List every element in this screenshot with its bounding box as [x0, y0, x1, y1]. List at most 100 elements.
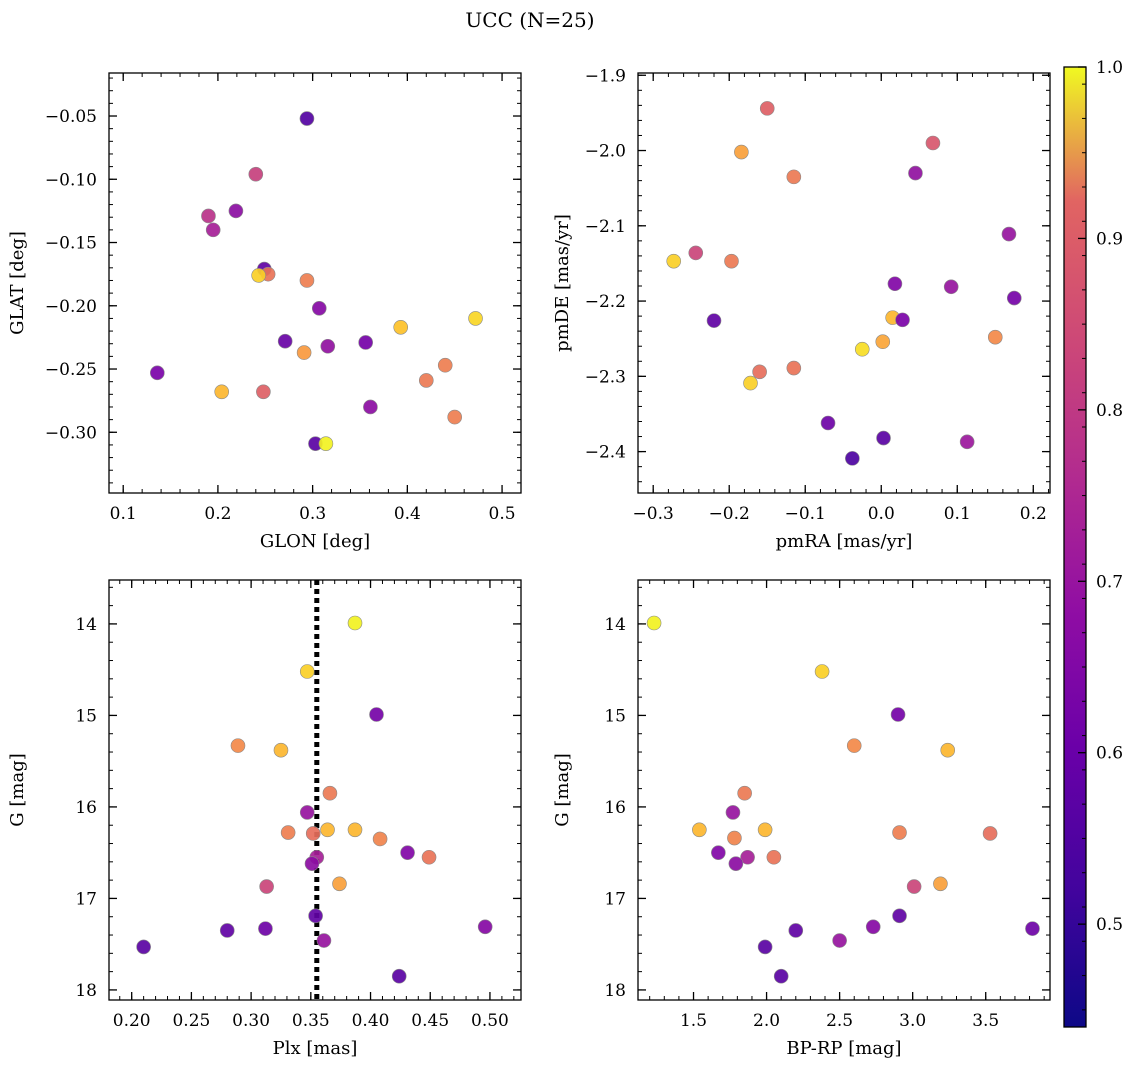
x-tick-label: 3.5 [972, 1011, 999, 1031]
scatter-point [251, 268, 266, 283]
scatter-point [959, 434, 975, 450]
scatter-point [205, 222, 221, 238]
x-axis-label: GLON [deg] [260, 531, 370, 552]
x-tick-label: −0.1 [785, 504, 826, 524]
scatter-point [786, 169, 802, 185]
scatter-point [320, 822, 335, 838]
panel-pmde-vs-pmra: −0.3 −0.2 −0.1 0.0 0.1 0.2 −2.4 −2.3 −2.2 −2.1 −2.… [552, 66, 1051, 552]
colorbar: 0.5 0.6 0.7 0.8 0.9 1.0 [1063, 58, 1123, 1028]
scatter-point [305, 826, 321, 841]
scatter-point [892, 908, 907, 924]
colorbar-tick-label: 0.8 [1096, 401, 1123, 421]
scatter-point [876, 430, 891, 446]
x-tick-label: 1.5 [680, 1011, 707, 1031]
scatter-point [219, 923, 235, 938]
colorbar-tick-label: 0.7 [1096, 572, 1123, 592]
scatter-point [256, 384, 271, 400]
scatter-point [228, 203, 244, 219]
colorbar-tick-label: 0.5 [1096, 915, 1123, 935]
x-tick-label: 0.2 [1020, 504, 1047, 524]
scatter-point [706, 313, 722, 328]
scatter-point [372, 831, 388, 847]
y-tick-label: 18 [75, 981, 97, 1001]
scatter-point [943, 279, 959, 295]
scatter-point [277, 333, 293, 349]
scatter-point [887, 276, 903, 292]
panel-g-vs-plx: 0.20 0.25 0.30 0.35 0.40 0.45 0.50 14 15 16 17 18 Pl… [7, 579, 522, 1059]
scatter-point [358, 335, 373, 350]
scatter-point [728, 856, 744, 871]
y-tick-label: −0.30 [45, 423, 97, 443]
y-tick-label: 17 [604, 889, 626, 909]
scatter-point [724, 253, 739, 269]
x-tick-label: 3.0 [899, 1011, 926, 1031]
axes-frame [637, 579, 1051, 1001]
scatter-point [752, 364, 767, 380]
x-tick-label: 2.5 [826, 1011, 853, 1031]
x-axis-label: pmRA [mas/yr] [776, 531, 913, 552]
scatter-point [925, 135, 941, 151]
scatter-point [363, 399, 378, 415]
y-tick-label: −0.10 [45, 170, 97, 190]
scatter-point [759, 101, 775, 116]
scatter-point [740, 849, 755, 865]
scatter-point [259, 879, 274, 894]
x-tick-label: 0.5 [489, 504, 516, 524]
plot-area [646, 615, 1040, 984]
scatter-point [692, 822, 707, 838]
y-tick-label: 18 [604, 981, 626, 1001]
scatter-point [347, 822, 363, 838]
scatter-point [273, 742, 289, 758]
panels: 0.1 0.2 0.3 0.4 0.5−0.30−0.25−0.20−0.15−0.10… [7, 66, 1051, 1059]
figure-title: UCC (N=25) [465, 8, 594, 32]
scatter-point [646, 615, 662, 631]
scatter-point [304, 856, 320, 871]
y-axis-label: GLAT [deg] [7, 231, 28, 335]
scatter-point [299, 111, 315, 126]
scatter-point [322, 785, 338, 801]
scatter-point [757, 939, 773, 955]
scatter-point [875, 334, 891, 350]
scatter-point [280, 825, 296, 840]
scatter-point [477, 919, 493, 935]
x-tick-label: 0.0 [868, 504, 895, 524]
scatter-point [369, 707, 384, 722]
axes-frame [108, 72, 522, 494]
scatter-point [299, 805, 315, 820]
scatter-point [1006, 290, 1022, 306]
x-tick-label: −0.2 [709, 504, 750, 524]
scatter-point [136, 939, 151, 955]
scatter-point [248, 166, 264, 182]
scatter-point [318, 436, 334, 451]
scatter-point [727, 830, 742, 846]
y-tick-label: −0.20 [45, 297, 97, 317]
scatter-point [987, 329, 1003, 345]
colorbar-tick-label: 0.6 [1096, 744, 1123, 764]
y-tick-label: 17 [75, 889, 97, 909]
scatter-point [308, 908, 323, 924]
y-tick-label: −2.4 [585, 443, 626, 463]
scatter-point [895, 312, 910, 328]
colorbar-tick-label: 0.9 [1096, 229, 1123, 249]
x-tick-label: 0.35 [292, 1011, 330, 1031]
scatter-point [214, 384, 230, 400]
scatter-point [230, 738, 246, 753]
y-tick-label: −2.1 [585, 217, 626, 237]
scatter-point [725, 805, 741, 820]
scatter-point [743, 375, 758, 391]
scatter-point [832, 933, 847, 948]
scatter-point [933, 876, 948, 892]
scatter-point [320, 338, 336, 354]
scatter-point [447, 409, 463, 425]
scatter-point [316, 933, 332, 948]
scatter-point [890, 707, 906, 722]
y-tick-label: 14 [604, 615, 626, 635]
scatter-point [786, 360, 802, 376]
y-tick-label: 15 [75, 706, 97, 726]
scatter-point [820, 415, 836, 431]
colorbar-gradient [1063, 66, 1087, 1028]
scatter-point [421, 849, 437, 865]
y-axis-label: pmDE [mas/yr] [552, 214, 573, 352]
scatter-point [688, 245, 704, 261]
scatter-point [982, 826, 998, 841]
